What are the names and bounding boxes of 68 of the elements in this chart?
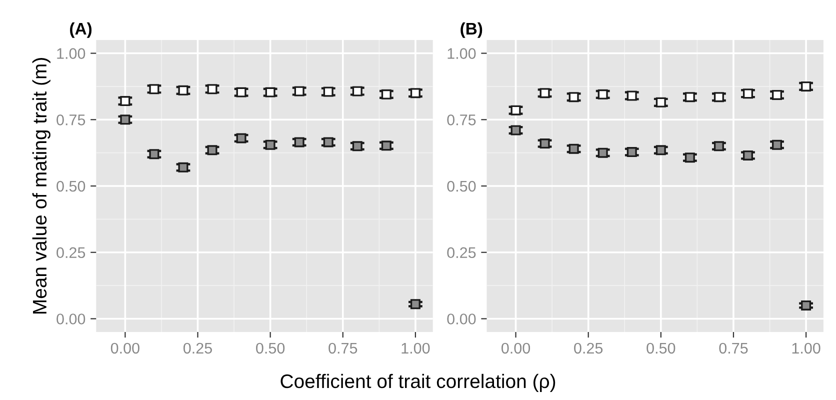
point — [598, 89, 608, 100]
point — [265, 140, 276, 150]
y-tick-label: 0.00 — [447, 314, 476, 324]
x-tick-label: 0.00 — [501, 342, 530, 354]
point — [540, 138, 550, 149]
point — [120, 114, 130, 125]
point — [149, 149, 160, 160]
point — [410, 88, 420, 98]
x-tick-label: 0.00 — [110, 342, 140, 354]
point — [294, 137, 304, 148]
point — [626, 90, 637, 101]
point — [352, 141, 362, 152]
x-tick-label: 0.75 — [719, 342, 748, 354]
y-axis-title: Mean value of mating trait (m) — [32, 58, 50, 314]
point — [684, 152, 695, 163]
point — [352, 86, 362, 96]
point — [626, 147, 637, 158]
x-tick-label: 1.00 — [792, 342, 820, 354]
point — [742, 150, 753, 160]
point — [207, 145, 218, 156]
point — [684, 92, 695, 102]
point — [149, 84, 160, 94]
point — [510, 105, 521, 116]
point — [265, 87, 276, 98]
point — [381, 140, 392, 151]
x-axis-title: Coefficient of trait correlation (ρ) — [280, 374, 556, 392]
y-tick-label: 0.25 — [447, 247, 476, 258]
x-tick-label: 0.50 — [256, 342, 285, 354]
point — [178, 162, 188, 172]
point — [568, 92, 579, 102]
point — [772, 90, 782, 100]
point — [598, 148, 608, 158]
x-tick-label: 0.25 — [574, 342, 603, 354]
point — [656, 145, 666, 156]
point — [540, 88, 550, 98]
x-tick-label: 0.50 — [646, 342, 676, 354]
point — [742, 88, 753, 99]
point — [410, 299, 420, 310]
point — [714, 141, 724, 152]
y-tick-label: 0.50 — [447, 180, 476, 192]
point — [294, 86, 304, 96]
point — [801, 300, 812, 310]
point — [236, 87, 246, 98]
x-tick-label: 0.25 — [183, 342, 212, 354]
y-tick-label: 1.00 — [448, 48, 476, 59]
point — [178, 85, 188, 96]
point — [801, 81, 812, 92]
point — [323, 137, 334, 148]
y-tick-label: 1.00 — [57, 48, 86, 59]
point — [772, 140, 782, 150]
y-tick-label: 0.75 — [447, 114, 476, 126]
point — [207, 84, 218, 94]
y-tick-label: 0.25 — [56, 247, 86, 258]
x-tick-label: 0.75 — [328, 342, 358, 354]
x-tick-label: 1.00 — [402, 342, 430, 354]
point — [510, 125, 521, 136]
y-tick-label: 0.50 — [56, 180, 86, 192]
point — [656, 97, 666, 108]
point — [120, 96, 130, 106]
point — [323, 86, 334, 97]
chart-title: (A) — [70, 22, 92, 38]
y-tick-label: 0.75 — [56, 114, 86, 126]
point — [381, 89, 392, 100]
y-tick-label: 0.00 — [56, 314, 86, 324]
chart-title: (B) — [460, 22, 482, 38]
point — [714, 92, 724, 102]
point — [568, 144, 579, 154]
point — [236, 133, 246, 144]
